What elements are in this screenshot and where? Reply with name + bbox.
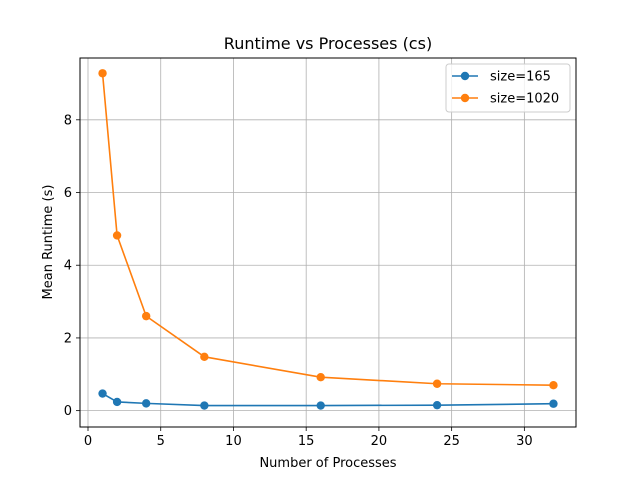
data-point [316,401,325,410]
plot-frame [79,57,577,428]
data-point [112,397,122,407]
y-axis-ticks: 0 2 4 6 8 [64,113,80,419]
legend-swatch-marker [460,93,470,103]
data-point [98,69,107,78]
y-tick-label: 8 [64,113,72,128]
data-point [432,400,442,410]
chart-title: Runtime vs Processes (cs) [224,34,432,53]
data-point [141,399,151,408]
data-point [200,401,209,410]
data-point [432,379,442,388]
x-tick-label: 5 [157,434,165,449]
data-point [200,352,209,362]
grid-lines [80,58,576,427]
data-point [316,372,325,382]
data-point [549,399,558,408]
y-tick-label: 6 [64,186,72,201]
y-tick-label: 4 [64,259,72,274]
series-1 [98,389,558,410]
series-group [98,69,558,410]
data-point [549,380,558,390]
legend: size=165 size=1020 [445,63,571,113]
y-tick-label: 0 [64,404,72,419]
data-point [141,311,151,321]
y-axis-label: Mean Runtime (s) [41,185,56,300]
plot-background [80,58,576,427]
legend-label: size=1020 [490,92,559,107]
data-point [98,389,107,398]
x-tick-label: 30 [516,434,533,449]
x-tick-label: 0 [84,434,92,449]
x-tick-label: 25 [443,434,460,449]
data-point [112,231,122,240]
x-tick-label: 20 [371,434,388,449]
series-2 [98,69,558,390]
x-tick-label: 15 [298,434,315,449]
y-tick-label: 2 [64,331,72,346]
legend-label: size=165 [490,70,551,85]
x-axis-label: Number of Processes [259,456,396,471]
x-tick-label: 10 [225,434,242,449]
x-axis-ticks: 0 5 10 15 20 25 30 [84,427,533,449]
legend-swatch-marker [460,71,470,81]
